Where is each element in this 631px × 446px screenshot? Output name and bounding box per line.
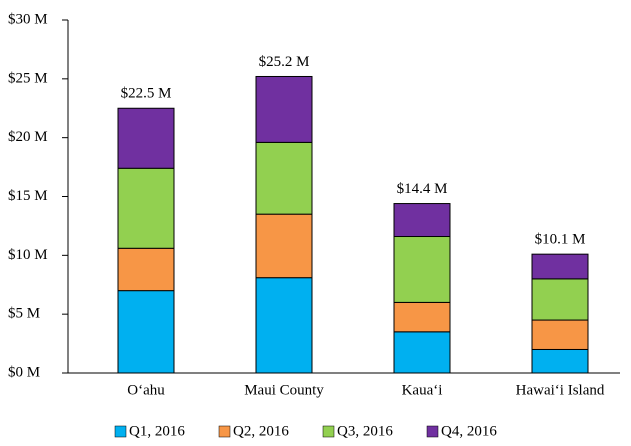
- y-tick-label: $15 M: [8, 188, 48, 204]
- bar-segment: [255, 277, 313, 374]
- total-label: $25.2 M: [259, 54, 310, 70]
- bar-segment: [255, 75, 313, 143]
- y-tick-label: $20 M: [8, 129, 48, 145]
- x-tick-label: Kaua‘i: [402, 382, 443, 398]
- bar-segment: [531, 319, 589, 350]
- x-tick-label: Hawai‘i Island: [516, 382, 605, 398]
- y-tick-label: $5 M: [8, 306, 40, 322]
- bar-segment: [255, 141, 313, 215]
- bar-segment: [393, 301, 451, 333]
- bar-segment: [531, 348, 589, 374]
- legend-label: Q2, 2016: [233, 423, 289, 439]
- legend-swatch: [426, 425, 439, 438]
- total-label: $22.5 M: [121, 86, 172, 102]
- bar-segment: [117, 167, 175, 249]
- legend-swatch: [322, 425, 335, 438]
- bar-segment: [117, 290, 175, 374]
- y-tick-label: $30 M: [8, 11, 48, 27]
- bar-segment: [117, 107, 175, 169]
- total-label: $14.4 M: [397, 181, 448, 197]
- x-tick-label: Maui County: [244, 382, 324, 398]
- legend-swatch: [218, 425, 231, 438]
- x-tick-label: O‘ahu: [127, 382, 165, 398]
- bar-segment: [393, 331, 451, 374]
- legend-label: Q4, 2016: [441, 423, 497, 439]
- y-tick-label: $10 M: [8, 247, 48, 263]
- legend-swatch: [114, 425, 127, 438]
- bar-segment: [117, 247, 175, 292]
- bar-segment: [393, 203, 451, 238]
- y-tick-label: $25 M: [8, 70, 48, 86]
- legend-label: Q1, 2016: [129, 423, 185, 439]
- y-tick-label: $0 M: [8, 364, 40, 380]
- bar-segment: [531, 278, 589, 321]
- legend-label: Q3, 2016: [337, 423, 393, 439]
- bar-segment: [393, 236, 451, 303]
- bar-segment: [531, 253, 589, 280]
- total-label: $10.1 M: [535, 232, 586, 248]
- bar-segment: [255, 213, 313, 279]
